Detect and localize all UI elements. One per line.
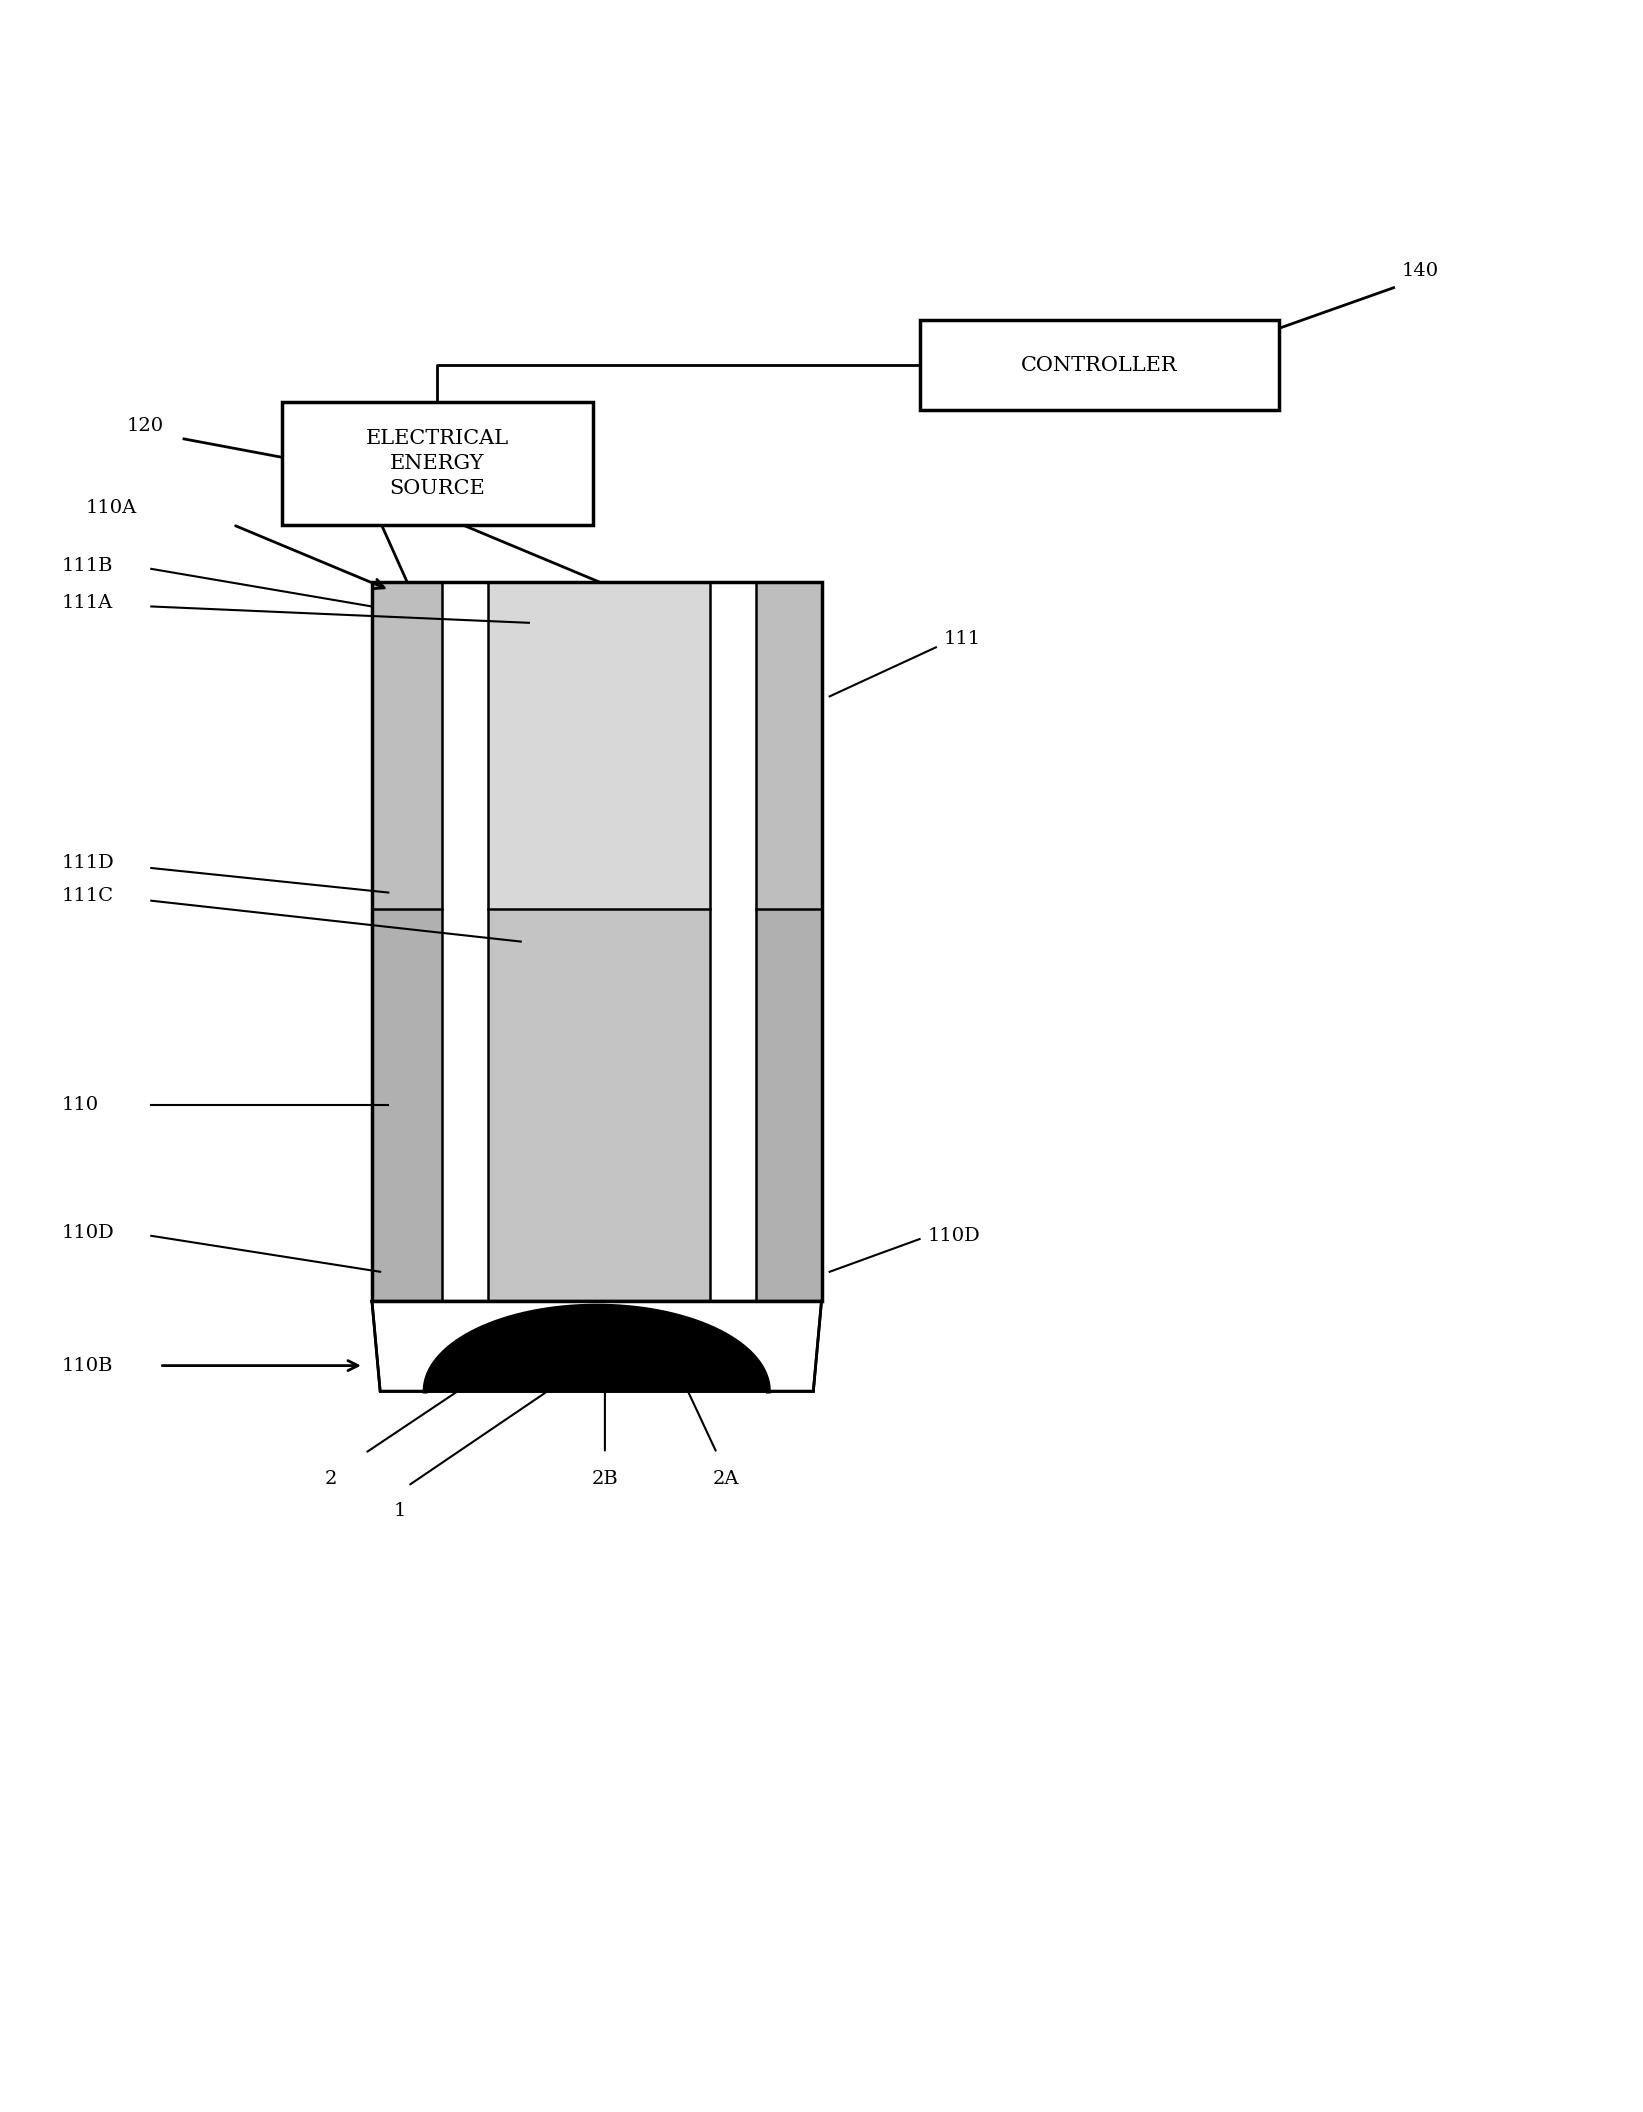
Bar [488,583,710,908]
Text: CONTROLLER: CONTROLLER [1020,355,1178,374]
Bar [710,583,756,908]
Bar [442,583,488,908]
Text: 111: 111 [945,629,981,648]
Text: 2B: 2B [591,1470,618,1487]
Bar [283,401,593,524]
Text: 110: 110 [61,1096,99,1113]
Bar [488,908,710,1301]
Polygon shape [371,1301,822,1392]
Text: 110B: 110B [61,1356,113,1375]
Text: 140: 140 [1401,262,1439,279]
Bar [756,908,822,1301]
Bar [371,583,822,1301]
Text: 110D: 110D [61,1223,113,1242]
Text: 111C: 111C [61,887,113,904]
Bar [442,908,488,1301]
Bar [371,583,442,908]
Text: 120: 120 [127,418,164,435]
Text: ELECTRICAL
ENERGY
SOURCE: ELECTRICAL ENERGY SOURCE [366,429,509,498]
Text: 2: 2 [325,1470,337,1487]
Text: 111A: 111A [61,593,113,612]
Text: 110A: 110A [85,498,136,517]
Bar [756,583,822,908]
Text: 111B: 111B [61,558,113,574]
Text: 1: 1 [393,1502,406,1521]
Text: 2A: 2A [711,1470,739,1487]
Bar [371,908,442,1301]
Text: 111D: 111D [61,853,113,872]
Bar [920,321,1280,410]
Text: 110D: 110D [928,1227,981,1244]
Bar [710,908,756,1301]
